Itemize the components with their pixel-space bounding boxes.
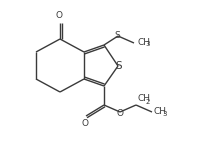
Text: 2: 2 <box>146 99 150 105</box>
Text: O: O <box>82 119 88 128</box>
Text: S: S <box>114 31 120 39</box>
Text: CH: CH <box>138 94 151 103</box>
Text: S: S <box>116 61 122 71</box>
Text: O: O <box>116 108 124 118</box>
Text: 3: 3 <box>145 41 150 47</box>
Text: CH: CH <box>154 107 167 117</box>
Text: CH: CH <box>137 38 150 47</box>
Text: O: O <box>56 11 62 20</box>
Text: 3: 3 <box>162 111 166 117</box>
